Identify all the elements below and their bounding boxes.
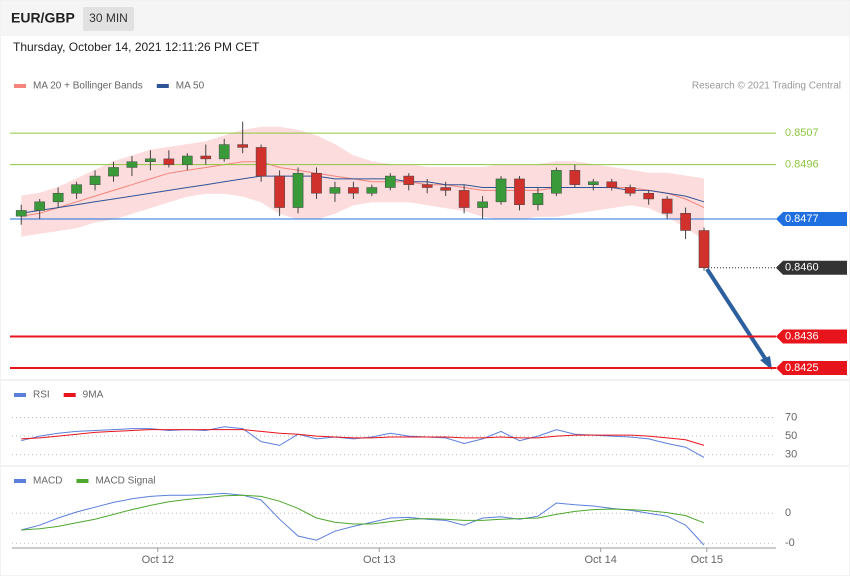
candle-body (587, 181, 599, 185)
series-line (21, 429, 705, 446)
legend-label: MA 50 (176, 81, 205, 92)
candle-body (680, 213, 691, 231)
candle-body (126, 161, 138, 168)
bollinger-band (21, 127, 705, 240)
series-line (21, 175, 705, 214)
y-tick-label: 50 (785, 430, 797, 442)
level-label: 0.8460 (785, 262, 819, 274)
interval-box[interactable] (83, 7, 134, 31)
candle-body (292, 172, 304, 208)
candle-body (458, 190, 470, 208)
level-label: 0.8507 (785, 127, 819, 139)
candle-body (440, 187, 451, 191)
candle-body (218, 144, 230, 160)
series-line (21, 494, 705, 531)
candle-body (329, 187, 341, 194)
level-label: 0.8436 (785, 330, 819, 342)
header-bar (1, 1, 849, 36)
legend-swatch (14, 479, 26, 483)
y-tick-label: 0 (785, 507, 791, 519)
candle-body (551, 170, 562, 194)
candle-body (237, 144, 249, 148)
level-tag (776, 260, 847, 275)
candle-body (477, 201, 488, 208)
candle-body (403, 175, 415, 185)
bollinger-lower (21, 192, 705, 240)
level-label: 0.8496 (785, 159, 819, 171)
legend-swatch (63, 393, 76, 397)
x-tick-label: Oct 14 (584, 554, 616, 566)
candle-body (348, 187, 359, 194)
candle-body (311, 172, 322, 194)
candle-body (181, 155, 193, 165)
level-tag (776, 212, 847, 227)
symbol: EUR/GBP (11, 10, 75, 26)
candle-body (514, 178, 525, 205)
candle-body (255, 147, 267, 177)
date: Thursday, October 14, 2021 12:11:26 PM C… (13, 40, 260, 54)
level-tag (776, 360, 847, 375)
candle-body (163, 158, 175, 165)
candle-body (606, 181, 618, 188)
credit: Research © 2021 Trading Central (692, 81, 841, 92)
candle-body (89, 175, 101, 185)
candle-body (661, 198, 673, 214)
candle-body (108, 167, 119, 177)
candle-body (15, 210, 27, 217)
legend-label: MA 20 + Bollinger Bands (33, 81, 143, 92)
candle-body (366, 187, 378, 194)
candle-body (200, 155, 212, 160)
x-tick-label: Oct 15 (691, 554, 723, 566)
candle-body (643, 192, 654, 200)
forecast-arrowhead (760, 356, 772, 370)
candle-body (532, 192, 544, 205)
legend-swatch (156, 84, 169, 88)
y-tick-label: 30 (785, 449, 797, 461)
legend-label: RSI (33, 390, 50, 401)
x-tick-label: Oct 13 (363, 554, 395, 566)
candle-body (421, 184, 433, 188)
candle-body (384, 175, 396, 188)
candle-body (71, 184, 82, 194)
forecast-arrow (705, 267, 772, 368)
legend-label: MACD Signal (95, 476, 155, 487)
level-label: 0.8425 (785, 362, 819, 374)
legend-label: 9MA (83, 390, 104, 401)
legend-swatch (76, 479, 89, 483)
level-label: 0.8477 (785, 213, 819, 225)
legend-swatch (14, 393, 26, 397)
candle-body (569, 170, 581, 185)
candle-body (624, 187, 636, 194)
level-tag (776, 329, 847, 344)
candle-body (52, 192, 64, 203)
x-tick-label: Oct 12 (142, 554, 174, 566)
y-tick-label: -0 (785, 537, 795, 549)
candle-body (495, 178, 507, 203)
candle-body (274, 175, 285, 208)
legend-swatch (14, 84, 26, 88)
legend-label: MACD (33, 476, 62, 487)
candle-body (34, 201, 46, 211)
y-tick-label: 70 (785, 411, 797, 423)
candle-body (698, 230, 710, 268)
candle-body (145, 158, 156, 162)
interval[interactable]: 30 MIN (89, 11, 128, 25)
